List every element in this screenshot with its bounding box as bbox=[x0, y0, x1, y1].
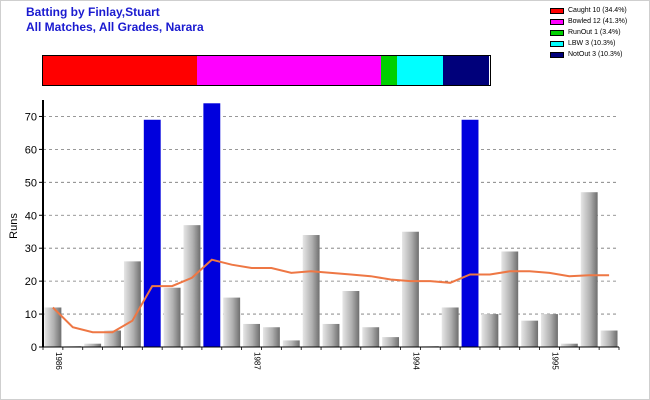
bar bbox=[104, 330, 121, 347]
dismissal-legend: Caught 10 (34.4%) Bowled 12 (41.3%) RunOut… bbox=[550, 5, 627, 60]
bar bbox=[560, 343, 578, 347]
legend-swatch bbox=[550, 7, 564, 14]
legend-label: Caught 10 (34.4%) bbox=[568, 7, 627, 14]
bar bbox=[44, 307, 62, 347]
y-tick-label: 50 bbox=[25, 177, 37, 189]
x-tick-label: 1986 bbox=[54, 352, 63, 370]
strip-segment bbox=[442, 56, 489, 85]
bar bbox=[262, 327, 280, 347]
y-tick-label: 70 bbox=[25, 111, 37, 123]
bar bbox=[580, 192, 598, 347]
y-tick-label: 0 bbox=[31, 342, 37, 354]
legend-item: NotOut 3 (10.3%) bbox=[550, 49, 627, 60]
y-tick-label: 10 bbox=[25, 309, 37, 321]
legend-label: Bowled 12 (41.3%) bbox=[568, 18, 628, 25]
bar bbox=[302, 235, 320, 347]
bar bbox=[203, 103, 221, 347]
bar bbox=[382, 337, 400, 347]
y-axis-label: Runs bbox=[8, 213, 20, 239]
dismissal-proportion-strip bbox=[42, 55, 491, 86]
strip-segment bbox=[196, 56, 382, 85]
legend-swatch bbox=[550, 18, 564, 25]
legend-item: RunOut 1 (3.4%) bbox=[550, 27, 627, 38]
y-tick-label: 60 bbox=[25, 144, 37, 156]
legend-label: NotOut 3 (10.3%) bbox=[568, 51, 623, 58]
bar bbox=[243, 323, 260, 347]
bar bbox=[481, 314, 499, 347]
bar bbox=[541, 314, 558, 347]
bar bbox=[461, 119, 479, 347]
bar bbox=[282, 340, 300, 347]
average-line bbox=[52, 258, 610, 334]
strip-segment bbox=[381, 56, 397, 85]
bar bbox=[84, 343, 102, 347]
x-tick-label: 1987 bbox=[253, 352, 262, 370]
bar bbox=[183, 225, 201, 347]
bar bbox=[123, 261, 141, 347]
legend-swatch bbox=[550, 29, 564, 36]
bar bbox=[402, 231, 419, 347]
legend-swatch bbox=[550, 40, 564, 47]
legend-item: LBW 3 (10.3%) bbox=[550, 38, 627, 49]
strip-segment bbox=[43, 56, 197, 85]
x-tick-label: 1994 bbox=[411, 352, 420, 370]
bar bbox=[143, 119, 161, 347]
legend-label: RunOut 1 (3.4%) bbox=[568, 29, 621, 36]
bar bbox=[342, 291, 360, 347]
bar bbox=[322, 323, 340, 347]
chart-subtitle: All Matches, All Grades, Narara bbox=[26, 20, 204, 34]
y-tick-label: 20 bbox=[25, 276, 37, 288]
bar bbox=[223, 297, 241, 347]
chart-title: Batting by Finlay,Stuart bbox=[26, 5, 160, 19]
y-tick-label: 40 bbox=[25, 210, 37, 222]
bar bbox=[163, 287, 181, 347]
bar bbox=[441, 307, 459, 347]
bar bbox=[521, 320, 539, 347]
bar bbox=[600, 330, 618, 347]
legend-item: Caught 10 (34.4%) bbox=[550, 5, 627, 16]
bar bbox=[362, 327, 380, 347]
bar bbox=[501, 251, 519, 347]
legend-label: LBW 3 (10.3%) bbox=[568, 40, 616, 47]
x-tick-label: 1995 bbox=[550, 352, 559, 370]
legend-item: Bowled 12 (41.3%) bbox=[550, 16, 627, 27]
strip-segment bbox=[396, 56, 443, 85]
legend-swatch bbox=[550, 51, 564, 58]
y-tick-label: 30 bbox=[25, 243, 37, 255]
